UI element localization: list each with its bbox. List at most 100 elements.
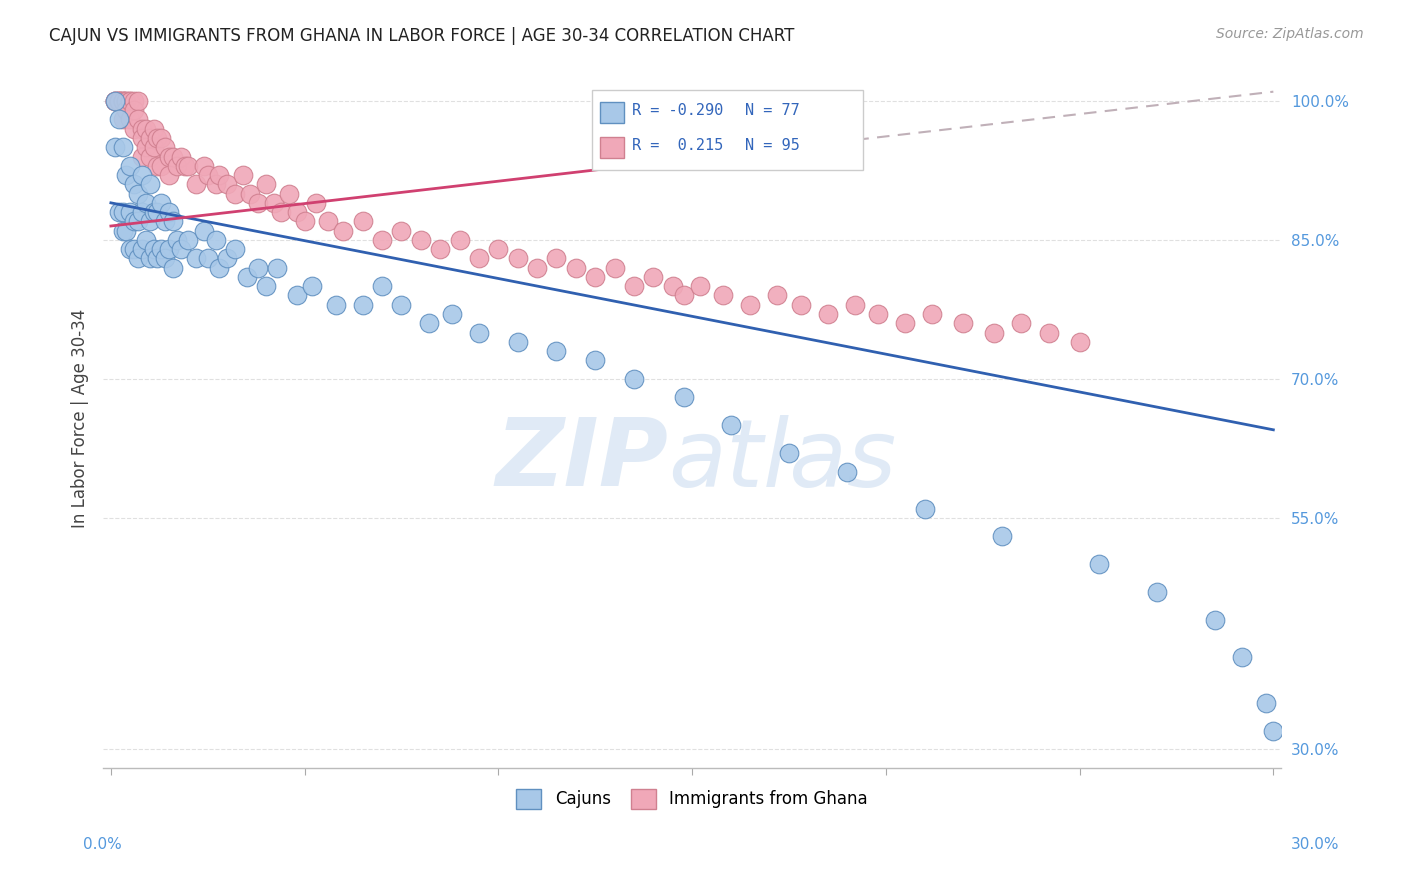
Point <box>107 94 129 108</box>
Point <box>673 391 696 405</box>
Point <box>177 159 200 173</box>
Point <box>169 149 191 163</box>
Point <box>120 205 142 219</box>
Point <box>565 260 588 275</box>
Point <box>546 252 568 266</box>
Point <box>153 252 176 266</box>
Point <box>184 178 207 192</box>
Legend: Cajuns, Immigrants from Ghana: Cajuns, Immigrants from Ghana <box>510 782 875 815</box>
Point <box>120 242 142 256</box>
Point <box>135 140 157 154</box>
Point <box>138 131 160 145</box>
Point <box>623 279 645 293</box>
Point <box>506 252 529 266</box>
Point <box>153 140 176 154</box>
Point <box>778 446 800 460</box>
Point <box>371 279 394 293</box>
Point <box>193 224 215 238</box>
Point <box>122 214 145 228</box>
Point <box>131 121 153 136</box>
Point <box>254 178 277 192</box>
Point <box>391 224 413 238</box>
Point <box>711 288 734 302</box>
Point <box>193 159 215 173</box>
Point <box>111 94 134 108</box>
Point <box>224 242 246 256</box>
Point <box>104 94 127 108</box>
Point <box>546 344 568 359</box>
Point <box>1263 723 1285 738</box>
Text: N = 77: N = 77 <box>745 103 800 119</box>
Point <box>142 121 165 136</box>
Point <box>111 224 134 238</box>
Point <box>127 186 149 201</box>
Point <box>1204 613 1226 627</box>
Point <box>285 288 308 302</box>
Point <box>122 242 145 256</box>
Point <box>673 288 696 302</box>
Point <box>914 501 936 516</box>
Point <box>173 159 195 173</box>
Point <box>583 353 606 368</box>
Point <box>1146 585 1168 599</box>
Point <box>844 298 866 312</box>
Point <box>115 94 138 108</box>
Point <box>294 214 316 228</box>
Point <box>150 195 173 210</box>
Point <box>142 205 165 219</box>
Point <box>247 260 270 275</box>
Text: Source: ZipAtlas.com: Source: ZipAtlas.com <box>1216 27 1364 41</box>
Point <box>115 224 138 238</box>
Point <box>217 178 239 192</box>
Point <box>418 316 440 330</box>
Point <box>131 149 153 163</box>
Point <box>104 94 127 108</box>
Point <box>115 94 138 108</box>
Point <box>1038 326 1060 340</box>
Point <box>661 279 683 293</box>
Point <box>254 279 277 293</box>
Point <box>115 168 138 182</box>
Point <box>740 298 762 312</box>
Point <box>440 307 463 321</box>
Point <box>157 168 180 182</box>
Point <box>817 307 839 321</box>
Point <box>506 334 529 349</box>
Point <box>1254 696 1277 710</box>
Point <box>146 252 169 266</box>
Point <box>138 178 160 192</box>
Point <box>409 233 432 247</box>
Point <box>270 205 292 219</box>
Point <box>122 94 145 108</box>
Point <box>332 224 354 238</box>
Point <box>952 316 974 330</box>
Point <box>150 159 173 173</box>
Point <box>150 131 173 145</box>
Point <box>197 252 219 266</box>
Point <box>138 252 160 266</box>
Point <box>162 260 184 275</box>
Point <box>894 316 917 330</box>
Point <box>153 214 176 228</box>
Point <box>135 195 157 210</box>
Point <box>835 465 858 479</box>
Point <box>111 94 134 108</box>
Point <box>603 260 626 275</box>
Point <box>449 233 471 247</box>
Point <box>583 269 606 284</box>
Point <box>166 159 188 173</box>
Point <box>111 112 134 127</box>
Point <box>204 178 226 192</box>
Text: 0.0%: 0.0% <box>83 838 122 852</box>
Point <box>643 269 665 284</box>
Point <box>623 372 645 386</box>
Point <box>107 112 129 127</box>
Point <box>689 279 711 293</box>
Point <box>107 205 129 219</box>
Point <box>157 205 180 219</box>
Point <box>142 140 165 154</box>
Point <box>263 195 285 210</box>
Point <box>122 121 145 136</box>
Point <box>429 242 451 256</box>
Point <box>197 168 219 182</box>
